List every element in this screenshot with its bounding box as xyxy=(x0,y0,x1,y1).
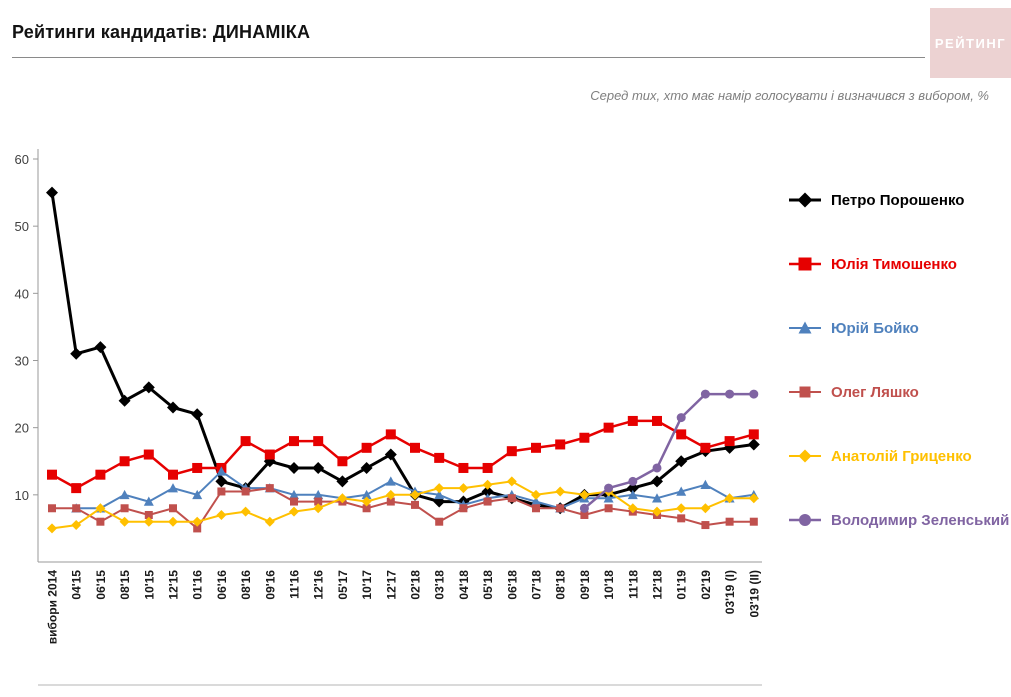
chart-subtitle: Серед тих, хто має намір голосувати і ви… xyxy=(590,88,989,103)
x-tick-label: 11'16 xyxy=(288,570,302,599)
legend-label-3: Олег Ляшко xyxy=(831,383,919,401)
x-tick-label: 12'18 xyxy=(651,570,665,600)
legend-item-0: Петро Порошенко xyxy=(788,186,1010,214)
x-tick-label: 03'19 (II) xyxy=(747,570,761,618)
legend-item-3: Олег Ляшко xyxy=(788,378,1010,406)
y-tick-label: 30 xyxy=(15,354,29,369)
series-4 xyxy=(47,476,759,534)
legend-label-2: Юрій Бойко xyxy=(831,319,919,337)
x-tick-label: 03'19 (I) xyxy=(723,570,737,614)
x-tick-label: 10'17 xyxy=(360,570,374,600)
legend-item-5: Володимир Зеленський xyxy=(788,506,1010,534)
line-chart: 10 20 30 40 50 60 вибори 2014 04'15 06'15 08'15 10… xyxy=(15,149,762,686)
x-tick-label: 08'18 xyxy=(554,570,568,600)
x-tick-label: 08'16 xyxy=(239,570,253,600)
y-tick-label: 20 xyxy=(15,421,29,436)
x-tick-label: 01'19 xyxy=(675,570,689,600)
series-5 xyxy=(579,389,759,513)
x-tick-label: 02'19 xyxy=(699,570,713,600)
x-tick-label: 07'18 xyxy=(530,570,544,600)
x-tick-label: 12'17 xyxy=(384,570,398,600)
x-tick-label: 05'18 xyxy=(481,570,495,600)
legend-label-5: Володимир Зеленський xyxy=(831,511,1010,529)
x-tick-label: 04'18 xyxy=(457,570,471,600)
series-line-1 xyxy=(51,419,755,490)
title-divider xyxy=(12,57,925,58)
y-tick-label: 10 xyxy=(15,488,29,503)
y-tick-label: 60 xyxy=(15,152,29,167)
x-tick-label: 12'15 xyxy=(167,570,181,600)
y-tick-label: 40 xyxy=(15,286,29,301)
legend-item-4: Анатолій Гриценко xyxy=(788,442,1010,470)
x-tick-label: 12'16 xyxy=(312,570,326,600)
rating-logo-text: РЕЙТИНГ xyxy=(934,35,1007,51)
page-title: Рейтинги кандидатів: ДИНАМІКА xyxy=(12,22,311,42)
triangle-marker-icon xyxy=(789,321,821,334)
x-tick-label: 06'18 xyxy=(505,570,519,600)
legend-item-1: Юлія Тимошенко xyxy=(788,250,1010,278)
series-line-4 xyxy=(51,480,754,530)
x-tick-label: вибори 2014 xyxy=(46,570,60,645)
x-tick-label: 09'16 xyxy=(263,570,277,600)
square-marker-icon xyxy=(789,386,821,398)
x-tick-label: 10'15 xyxy=(142,570,156,600)
legend-label-4: Анатолій Гриценко xyxy=(831,447,972,465)
rating-group-logo: РЕЙТИНГ xyxy=(930,8,1011,78)
x-tick-label: 08'15 xyxy=(118,570,132,600)
x-tick-label: 06'16 xyxy=(215,570,229,600)
legend-item-2: Юрій Бойко xyxy=(788,314,1010,342)
x-tick-label: 01'16 xyxy=(191,570,205,600)
x-tick-label: 09'18 xyxy=(578,570,592,600)
x-tick-label: 02'18 xyxy=(409,570,423,600)
x-tick-label: 10'18 xyxy=(602,570,616,600)
x-tick-label: 03'18 xyxy=(433,570,447,600)
x-tick-label: 05'17 xyxy=(336,570,350,600)
x-tick-label: 11'18 xyxy=(626,570,640,599)
x-tick-label: 04'15 xyxy=(70,570,84,600)
chart-legend: Петро Порошенко Юлія Тимошенко Юрій Бойко О… xyxy=(788,186,1010,534)
series-3 xyxy=(48,484,758,533)
legend-label-1: Юлія Тимошенко xyxy=(831,255,957,273)
series-line-3 xyxy=(52,487,754,530)
series-0 xyxy=(46,186,760,515)
circle-marker-icon xyxy=(789,514,821,526)
diamond-marker-icon xyxy=(789,192,821,208)
y-tick-label: 50 xyxy=(15,219,29,234)
legend-label-0: Петро Порошенко xyxy=(831,191,965,209)
x-tick-label: 06'15 xyxy=(94,570,108,600)
diamond-marker-icon xyxy=(789,449,821,463)
square-marker-icon xyxy=(789,257,821,271)
